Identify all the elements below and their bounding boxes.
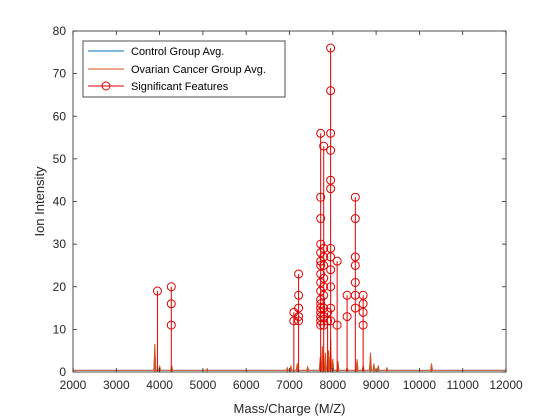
legend-marker-significant (101, 81, 111, 91)
x-tick-label: 5000 (190, 378, 217, 392)
significant-marker (350, 252, 360, 262)
y-axis-title: Ion Intensity (32, 166, 47, 237)
x-axis: 2000 3000 4000 5000 6000 7000 8000 9000 10000 110… (60, 31, 523, 392)
significant-marker (350, 192, 360, 202)
significant-marker (319, 243, 329, 253)
significant-marker (294, 312, 304, 322)
x-tick-label: 8000 (319, 378, 346, 392)
significant-features-layer (152, 43, 368, 372)
x-tick-label: 2000 (60, 378, 87, 392)
significant-marker (326, 128, 336, 138)
y-tick-label: 20 (53, 280, 67, 294)
x-tick-label: 12000 (489, 378, 523, 392)
y-tick-label: 30 (53, 237, 67, 251)
y-tick-label: 50 (53, 152, 67, 166)
significant-marker (332, 320, 342, 330)
y-tick-label: 80 (53, 24, 67, 38)
significant-marker (350, 277, 360, 287)
y-tick-label: 70 (53, 67, 67, 81)
legend: Control Group Avg. Ovarian Cancer Group … (82, 40, 286, 98)
significant-marker (332, 256, 342, 266)
significant-marker (316, 312, 326, 322)
significant-marker (294, 290, 304, 300)
significant-marker (326, 252, 336, 262)
significant-marker (319, 290, 329, 300)
x-axis-title: Mass/Charge (M/Z) (234, 401, 346, 416)
x-tick-label: 11000 (446, 378, 479, 392)
significant-marker (316, 303, 326, 313)
legend-label-control: Control Group Avg. (131, 46, 224, 58)
significant-marker (326, 184, 336, 194)
significant-marker (326, 303, 336, 313)
significant-marker (326, 175, 336, 185)
significant-marker (326, 86, 336, 96)
significant-marker (166, 282, 176, 292)
significant-marker (166, 299, 176, 309)
y-tick-label: 0 (59, 365, 66, 379)
significant-marker (358, 320, 368, 330)
x-tick-label: 6000 (233, 378, 260, 392)
significant-marker (326, 265, 336, 275)
y-tick-label: 60 (53, 109, 67, 123)
x-tick-label: 9000 (363, 378, 390, 392)
significant-marker (358, 299, 368, 309)
significant-marker (326, 282, 336, 292)
significant-marker (319, 260, 329, 270)
significant-marker (358, 307, 368, 317)
significant-marker (319, 252, 329, 262)
x-tick-label: 4000 (146, 378, 173, 392)
significant-marker (358, 290, 368, 300)
legend-label-cancer: Ovarian Cancer Group Avg. (131, 64, 266, 76)
significant-marker (316, 192, 326, 202)
x-tick-label: 3000 (103, 378, 130, 392)
x-tick-label: 7000 (276, 378, 303, 392)
significant-marker (316, 128, 326, 138)
significant-marker (326, 145, 336, 155)
significant-marker (319, 273, 329, 283)
significant-marker (152, 286, 162, 296)
legend-label-significant: Significant Features (131, 81, 229, 93)
significant-marker (316, 260, 326, 270)
significant-marker (350, 303, 360, 313)
y-tick-label: 10 (53, 322, 67, 336)
significant-marker (316, 214, 326, 224)
significant-marker (294, 269, 304, 279)
significant-marker (350, 214, 360, 224)
significant-marker (316, 320, 326, 330)
significant-marker (326, 316, 336, 326)
significant-marker (342, 312, 352, 322)
significant-marker (323, 316, 333, 326)
significant-marker (326, 43, 336, 53)
significant-marker (350, 260, 360, 270)
significant-marker (326, 243, 336, 253)
significant-marker (294, 316, 304, 326)
significant-marker (166, 320, 176, 330)
y-tick-label: 40 (53, 195, 67, 209)
x-tick-label: 10000 (403, 378, 437, 392)
significant-marker (319, 282, 329, 292)
significant-marker (319, 141, 329, 151)
significant-marker (294, 303, 304, 313)
y-axis: 0 10 20 30 40 50 60 70 80 (53, 24, 506, 379)
